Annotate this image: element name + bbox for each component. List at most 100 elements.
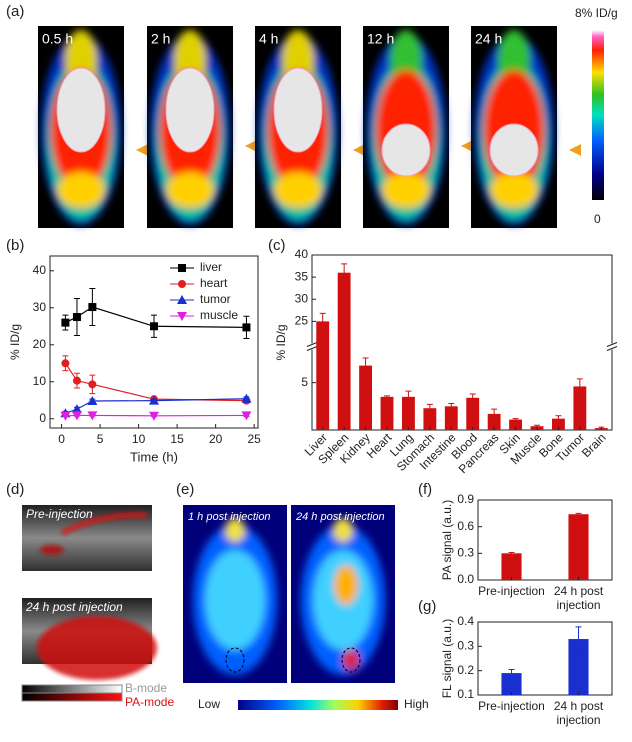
image-label: 24 h post injection bbox=[25, 600, 123, 614]
error-bar bbox=[575, 626, 582, 652]
marker bbox=[88, 380, 97, 389]
panel-label: (a) bbox=[6, 3, 24, 20]
glow bbox=[166, 172, 214, 208]
liver bbox=[381, 123, 431, 177]
bar bbox=[568, 514, 589, 580]
marker bbox=[241, 393, 252, 403]
marker bbox=[71, 411, 82, 421]
panel-label: (f) bbox=[418, 481, 432, 498]
panel-label: (b) bbox=[6, 237, 24, 254]
image-label: Pre-injection bbox=[26, 507, 93, 521]
us-image: 24 h post injection bbox=[22, 598, 157, 680]
marker bbox=[72, 376, 81, 385]
glow bbox=[333, 518, 353, 542]
x-axis-title: Time (h) bbox=[130, 449, 178, 464]
colorbar-max: 8% ID/g bbox=[575, 6, 618, 20]
time-label: 2 h bbox=[151, 31, 170, 47]
x-tick-label: 5 bbox=[97, 432, 104, 446]
y-tick-label: 10 bbox=[33, 374, 47, 388]
pa bbox=[40, 545, 64, 555]
plot-frame bbox=[311, 254, 613, 431]
scale-high: High bbox=[404, 697, 429, 711]
bar bbox=[487, 413, 501, 430]
y-tick-label: 0.4 bbox=[457, 614, 474, 628]
panel-label: (e) bbox=[176, 481, 194, 498]
pet-image: 4 h bbox=[255, 26, 365, 228]
marker bbox=[71, 404, 82, 414]
y-tick-label: 40 bbox=[295, 247, 309, 261]
bar bbox=[402, 396, 415, 430]
error-bar bbox=[362, 357, 369, 374]
bar bbox=[568, 639, 589, 695]
marker bbox=[149, 395, 159, 405]
bar bbox=[501, 673, 522, 695]
bar bbox=[509, 419, 522, 430]
y-axis-title: % ID/g bbox=[8, 324, 22, 360]
bmode-bar bbox=[21, 684, 123, 694]
arrowhead bbox=[569, 144, 581, 156]
error-bar bbox=[384, 395, 390, 399]
panel-label: (d) bbox=[6, 481, 24, 498]
error-bar bbox=[426, 403, 433, 413]
arrowhead bbox=[461, 140, 473, 152]
pet-image: 24 h bbox=[471, 26, 581, 228]
chart: 0.0 0.3 0.6 0.9PA signal (a.u.) Pre-injectio… bbox=[440, 492, 613, 612]
marker bbox=[88, 303, 97, 312]
y-tick-label: 0.3 bbox=[457, 639, 474, 653]
arrowhead bbox=[245, 140, 257, 152]
pet-image: 0.5 h bbox=[38, 26, 148, 228]
x-tick-label: 24 h post injection bbox=[554, 699, 604, 727]
bar bbox=[444, 406, 458, 430]
error-bar bbox=[575, 512, 582, 516]
y-axis-title: % ID/g bbox=[274, 324, 288, 360]
y-tick-label: 30 bbox=[295, 291, 309, 305]
fl-image: 24 h post injection bbox=[291, 505, 395, 683]
colorbar-min: 0 bbox=[594, 212, 601, 226]
marker bbox=[87, 395, 98, 405]
plot-frame bbox=[49, 255, 259, 429]
y-tick-label: 0.9 bbox=[457, 492, 474, 506]
x-tick-label: Pre-injection bbox=[478, 584, 545, 598]
y-tick-label: 0.0 bbox=[457, 572, 474, 586]
pamode-bar bbox=[21, 692, 123, 702]
axis-break bbox=[306, 342, 318, 351]
y-axis-title: PA signal (a.u.) bbox=[440, 500, 454, 580]
time-label: 0.5 h bbox=[42, 31, 73, 47]
error-bar bbox=[512, 418, 519, 422]
pa bbox=[37, 616, 157, 680]
time-label: 4 h bbox=[259, 31, 278, 47]
y-tick-label: 0.1 bbox=[457, 687, 474, 701]
axis-break-gap bbox=[307, 343, 317, 350]
us-image: Pre-injection bbox=[22, 505, 152, 571]
colorbar bbox=[592, 30, 604, 200]
marker bbox=[150, 322, 158, 331]
pa-signal bbox=[37, 616, 157, 680]
legend-label: tumor bbox=[200, 292, 231, 306]
bar bbox=[466, 397, 480, 430]
y-tick-label: 5 bbox=[301, 375, 308, 389]
chart: 0.1 0.2 0.3 0.4FL signal (a.u.) Pre-injectio… bbox=[440, 614, 613, 727]
glow bbox=[225, 518, 245, 542]
x-tick-label: 20 bbox=[209, 432, 223, 446]
image-label: 1 h post injection bbox=[188, 511, 271, 523]
error-bar bbox=[341, 263, 348, 283]
plot-frame bbox=[477, 499, 613, 581]
y-axis-title: FL signal (a.u.) bbox=[440, 619, 454, 699]
glow bbox=[205, 550, 265, 650]
x-tick-label: 24 h post injection bbox=[554, 584, 604, 612]
scale-bar bbox=[238, 700, 398, 710]
bar bbox=[573, 386, 587, 430]
error-bar bbox=[405, 390, 412, 404]
x-tick-label: Pre-injection bbox=[478, 699, 545, 713]
glow bbox=[57, 172, 105, 208]
error-bar bbox=[555, 415, 562, 422]
image-label: 24 h post injection bbox=[295, 511, 385, 523]
bar bbox=[380, 396, 394, 430]
marker bbox=[242, 323, 251, 332]
y-tick-label: 35 bbox=[295, 269, 309, 283]
arrowhead bbox=[353, 144, 365, 156]
pa-signal bbox=[40, 512, 148, 555]
liver bbox=[165, 67, 215, 153]
fl-image: 1 h post injection bbox=[183, 505, 287, 683]
